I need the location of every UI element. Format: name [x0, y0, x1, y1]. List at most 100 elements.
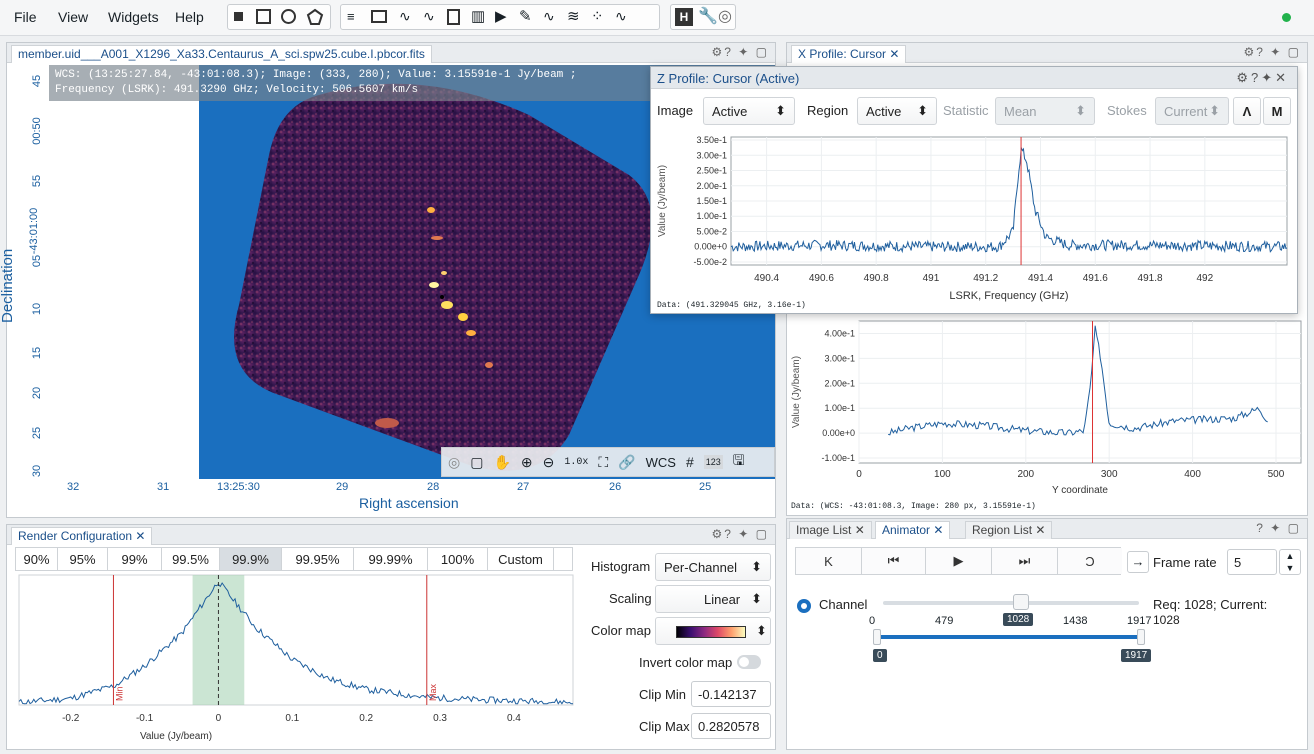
- percentile-button[interactable]: 90%: [16, 548, 58, 570]
- x-tick-label: 490.4: [754, 273, 779, 284]
- coordinate-num-button[interactable]: 123: [703, 455, 723, 469]
- tab-image-list[interactable]: Image List ✕: [789, 521, 872, 539]
- colormap-select[interactable]: ⬍: [655, 617, 771, 645]
- x-tick-label: 0.4: [507, 713, 521, 724]
- close-icon[interactable]: ✕: [854, 523, 865, 537]
- double-caret-icon: ⬍: [1209, 103, 1220, 118]
- render-config-icon[interactable]: ✎: [519, 8, 532, 25]
- y-tick: 15: [31, 346, 44, 360]
- channel-radio[interactable]: [797, 599, 811, 613]
- polygon-region-icon[interactable]: [306, 8, 324, 26]
- zoom-fit-icon[interactable]: ⛶: [598, 453, 609, 470]
- z-profile-readout: Data: (491.329045 GHz, 3.16e-1): [657, 301, 806, 310]
- x-tick-label: 300: [1101, 469, 1118, 480]
- wrench-icon[interactable]: 🔧: [698, 8, 718, 25]
- zoom-in-icon[interactable]: ⊕: [520, 453, 533, 470]
- catalog-icon[interactable]: ⁘: [591, 8, 604, 25]
- percentile-button[interactable]: 95%: [58, 548, 108, 570]
- channel-slider-handle[interactable]: [1013, 594, 1029, 610]
- percentile-button[interactable]: 99.9%: [220, 548, 282, 570]
- close-icon[interactable]: ✕: [889, 47, 900, 61]
- range-slider-track[interactable]: [879, 635, 1141, 639]
- zoom-out-icon[interactable]: ⊖: [542, 453, 555, 470]
- percentile-button[interactable]: 99%: [108, 548, 162, 570]
- invert-colormap-toggle[interactable]: [737, 655, 761, 669]
- menu-widgets[interactable]: Widgets: [108, 9, 159, 25]
- wcs-button[interactable]: WCS: [645, 454, 676, 470]
- percentile-button[interactable]: Custom: [488, 548, 554, 570]
- percentile-button[interactable]: 99.99%: [354, 548, 428, 570]
- panel-controls[interactable]: ⚙? ✦ ▢: [711, 45, 769, 59]
- zoom-level[interactable]: 1.0x: [564, 456, 589, 468]
- spatial-profiler-icon[interactable]: [371, 10, 387, 23]
- smoothing-button[interactable]: Ʌ: [1233, 97, 1261, 125]
- clip-max-input[interactable]: 0.2820578: [691, 713, 771, 739]
- ellipse-region-icon[interactable]: [281, 9, 296, 24]
- crosshair-icon[interactable]: ◎: [448, 453, 461, 470]
- pan-hand-icon[interactable]: ✋: [493, 453, 511, 470]
- panel-controls[interactable]: ? ✦ ▢: [1256, 521, 1301, 535]
- scaling-select[interactable]: Linear ⬍: [655, 585, 771, 613]
- y-profile-chart[interactable]: 4.00e-1 3.00e-1 2.00e-1 1.00e-1 0.00e+0 -1.00…: [787, 313, 1309, 517]
- animator-icon[interactable]: ▶: [495, 8, 507, 25]
- region-select[interactable]: Active ⬍: [857, 97, 937, 125]
- menu-file[interactable]: File: [14, 9, 37, 25]
- spectral-line-query-icon[interactable]: ∿: [615, 8, 627, 24]
- close-icon[interactable]: ✕: [1035, 523, 1046, 537]
- y-tick: 05: [31, 254, 44, 268]
- playback-mode-icon[interactable]: →: [1127, 551, 1149, 573]
- next-frame-button[interactable]: ⏭: [992, 548, 1058, 574]
- histogram-select[interactable]: Per-Channel ⬍: [655, 553, 771, 581]
- first-frame-button[interactable]: K: [796, 548, 862, 574]
- close-icon[interactable]: ✕: [933, 523, 944, 537]
- double-caret-icon: ⬍: [917, 103, 928, 118]
- point-region-icon[interactable]: [234, 12, 243, 21]
- last-frame-button[interactable]: Ɔ: [1058, 548, 1122, 574]
- close-icon[interactable]: ✕: [135, 529, 146, 543]
- render-config-tab[interactable]: Render Configuration ✕: [11, 527, 153, 545]
- play-button[interactable]: ▶: [926, 548, 992, 574]
- x-tick-label: 490.6: [809, 273, 834, 284]
- histogram-icon[interactable]: ▥: [471, 8, 486, 25]
- tab-region-list[interactable]: Region List ✕: [965, 521, 1053, 539]
- spectral-profiler-z-icon[interactable]: ∿: [423, 8, 435, 24]
- x-tick-label: 491.6: [1083, 273, 1108, 284]
- range-min-handle[interactable]: [873, 629, 881, 645]
- percentile-button[interactable]: 100%: [428, 548, 488, 570]
- menu-help[interactable]: Help: [175, 9, 204, 25]
- moments-button[interactable]: M: [1263, 97, 1291, 125]
- save-image-icon[interactable]: 🖫: [732, 452, 745, 468]
- header-icon[interactable]: ≡: [347, 9, 355, 24]
- clip-min-input[interactable]: -0.142137: [691, 681, 771, 707]
- x-axis-label: LSRK, Frequency (GHz): [949, 290, 1068, 302]
- statistics-icon[interactable]: [447, 9, 460, 25]
- image-view-tab[interactable]: member.uid___A001_X1296_Xa33.Centaurus_A…: [11, 45, 432, 63]
- panel-controls[interactable]: ⚙? ✦ ▢: [711, 527, 769, 541]
- menu-view[interactable]: View: [58, 9, 89, 25]
- z-profile-titlebar[interactable]: Z Profile: Cursor (Active) ⚙?✦✕: [651, 67, 1297, 89]
- range-max-handle[interactable]: [1137, 629, 1145, 645]
- region-select-icon[interactable]: ▢: [470, 453, 484, 470]
- percentile-button[interactable]: 99.5%: [162, 548, 220, 570]
- widget-controls[interactable]: ⚙?✦✕: [1236, 70, 1289, 85]
- layers-icon[interactable]: ≋: [567, 8, 580, 25]
- contour-icon[interactable]: ◎: [718, 8, 732, 25]
- z-profile-chart[interactable]: 3.50e-1 3.00e-1 2.50e-1 2.00e-1 1.50e-1 1.00e…: [651, 131, 1297, 311]
- channel-slider-track[interactable]: [883, 601, 1139, 605]
- frame-rate-input[interactable]: 5: [1227, 549, 1277, 575]
- previous-frame-button[interactable]: ⏮: [862, 548, 926, 574]
- image-select[interactable]: Active ⬍: [703, 97, 795, 125]
- panel-controls[interactable]: ⚙? ✦ ▢: [1243, 45, 1301, 59]
- file-header-icon[interactable]: H: [675, 8, 693, 26]
- grid-icon[interactable]: #: [685, 454, 694, 470]
- percentile-button[interactable]: 99.95%: [282, 548, 354, 570]
- link-icon[interactable]: 🔗: [618, 453, 636, 470]
- stokes-analysis-icon[interactable]: ∿: [543, 8, 555, 24]
- x-profile-tab[interactable]: X Profile: Cursor ✕: [791, 45, 907, 63]
- histogram-chart[interactable]: -0.2 -0.1 0 0.1 0.2 0.3 0.4 Min Max Value (Jy/bea…: [15, 571, 577, 749]
- frame-rate-stepper[interactable]: ▲ ▼: [1279, 549, 1301, 575]
- spectral-profiler-xy-icon[interactable]: ∿: [399, 8, 411, 24]
- min-marker-label: Min: [114, 686, 124, 701]
- rectangle-region-icon[interactable]: [256, 9, 271, 24]
- tab-animator[interactable]: Animator ✕: [875, 521, 951, 539]
